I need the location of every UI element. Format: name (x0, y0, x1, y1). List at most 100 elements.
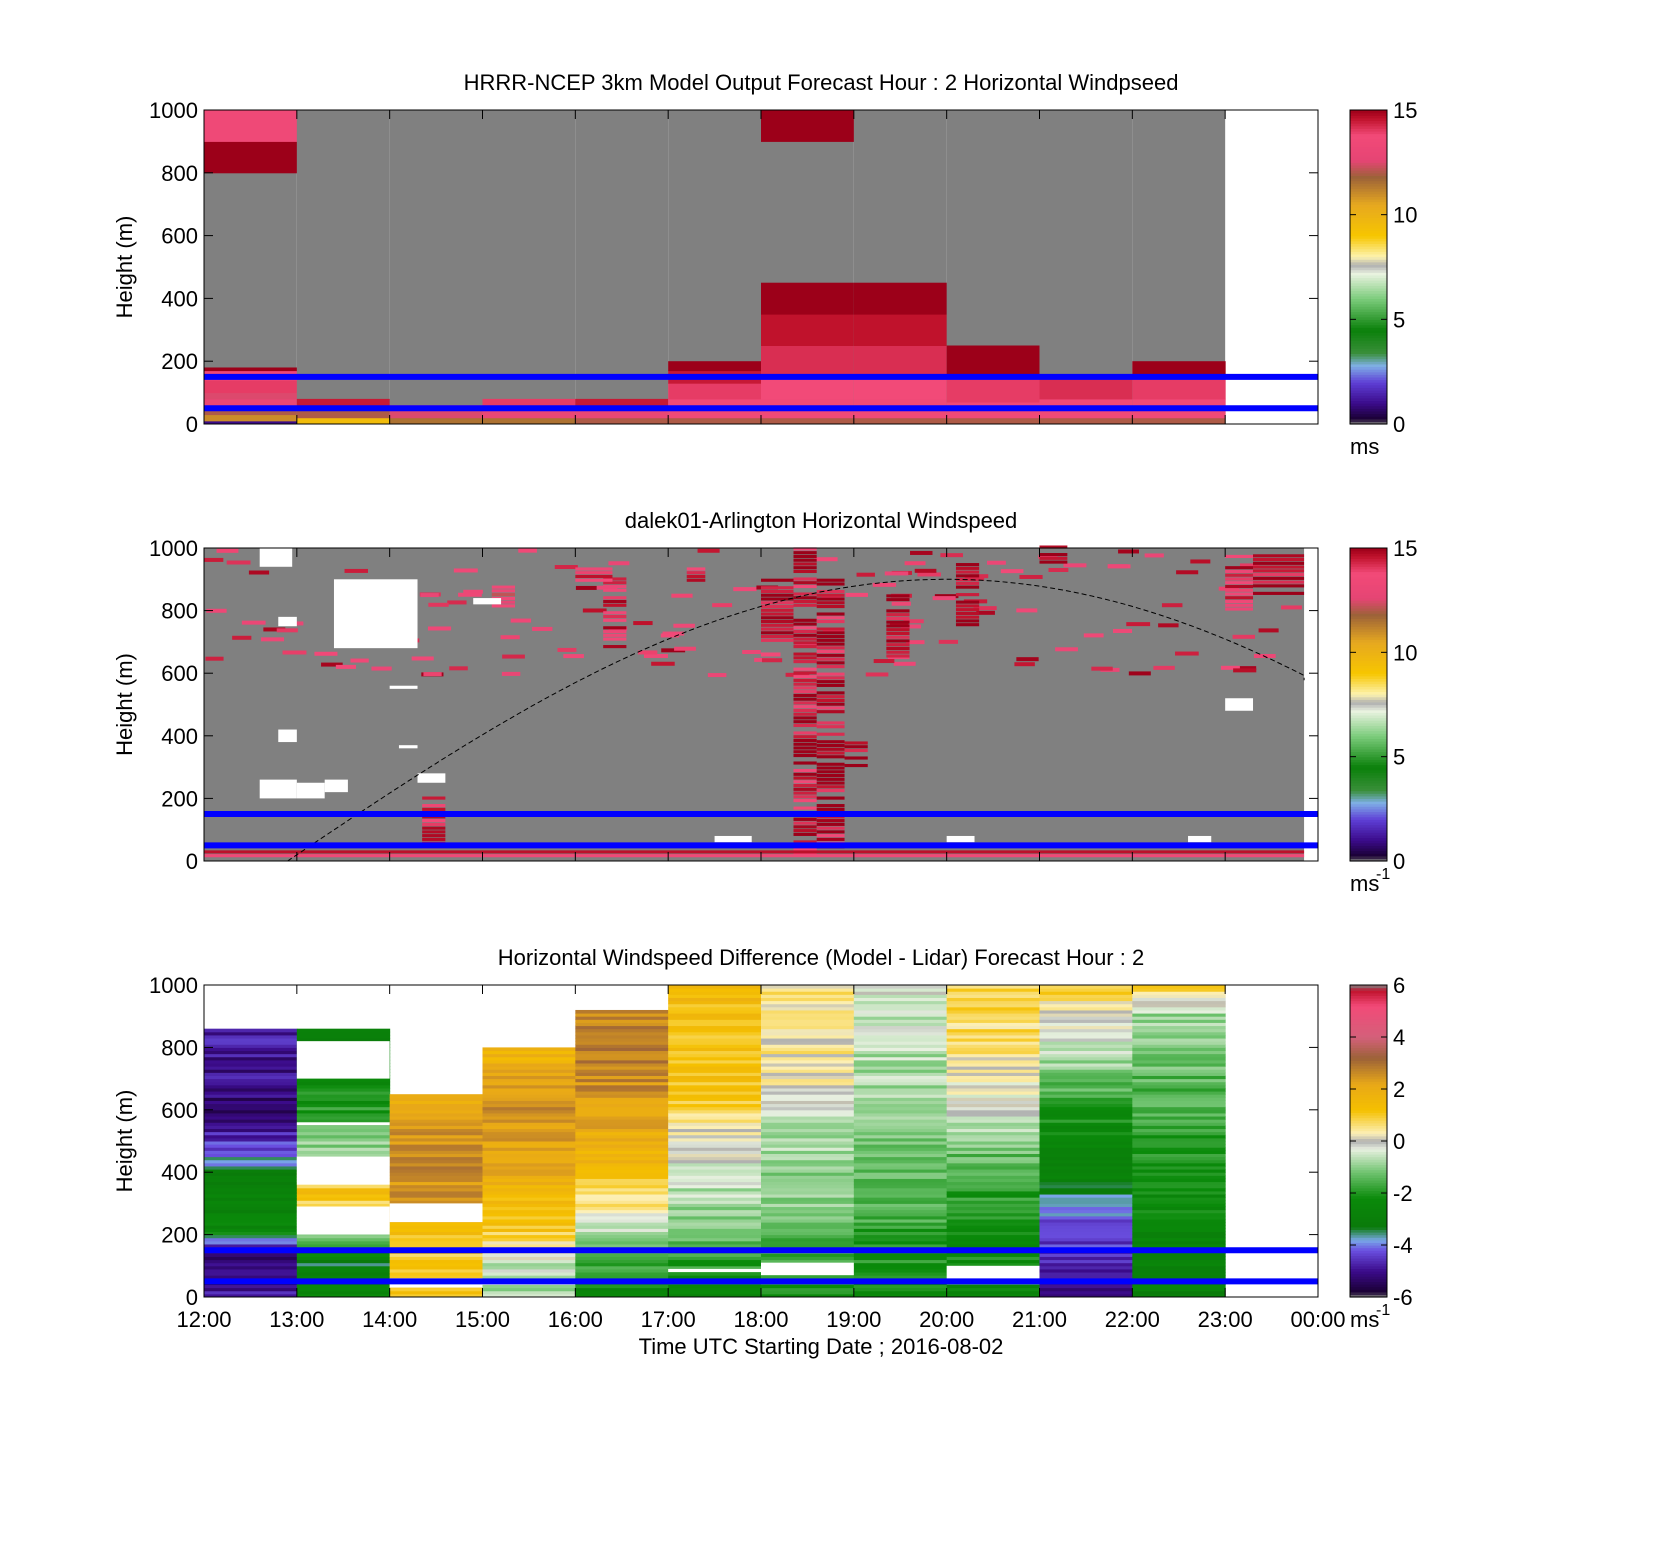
data-cell (422, 830, 446, 834)
data-cell (204, 1228, 298, 1232)
data-cell (976, 610, 995, 615)
data-cell (482, 408, 576, 419)
colorbar-swatch (1350, 1089, 1387, 1093)
data-cell (668, 1169, 762, 1173)
data-cell (761, 1094, 855, 1098)
data-cell (575, 1272, 669, 1276)
data-cell (1039, 1094, 1133, 1098)
data-cell (575, 1050, 669, 1055)
data-cell (575, 1169, 669, 1173)
data-cell (482, 1116, 576, 1120)
data-cell (853, 1253, 948, 1257)
x-axis-label: Time UTC Starting Date ; 2016-08-02 (639, 1334, 1004, 1359)
data-cell (793, 652, 817, 656)
data-cell (204, 1169, 298, 1173)
data-cell (204, 1125, 298, 1130)
data-cell (668, 1016, 762, 1020)
data-cell (204, 367, 298, 372)
data-cell (482, 1069, 576, 1073)
data-cell (482, 1112, 576, 1117)
data-cell (296, 1265, 391, 1270)
data-cell (761, 586, 794, 590)
data-cell (946, 1153, 1040, 1158)
data-cell (482, 1100, 576, 1105)
colorbar-swatch (1350, 1104, 1387, 1108)
gap-cell (296, 782, 325, 799)
data-cell (1132, 1206, 1226, 1211)
data-cell (793, 547, 817, 551)
data-cell (816, 770, 845, 774)
data-cell (761, 1287, 855, 1292)
y-tick-label: 200 (161, 349, 198, 374)
data-cell (946, 1290, 1040, 1295)
data-cell (816, 638, 845, 642)
data-cell (1128, 671, 1151, 676)
data-cell (946, 1081, 1040, 1086)
colorbar-swatch (1350, 136, 1387, 140)
data-cell (1132, 1016, 1226, 1020)
data-cell (946, 1237, 1040, 1242)
colorbar-swatch (1350, 178, 1387, 182)
data-cell (422, 822, 446, 826)
data-cell (816, 635, 845, 639)
data-cell (204, 1293, 298, 1298)
data-cell (793, 712, 817, 716)
data-cell (668, 1028, 762, 1033)
data-cell (697, 548, 720, 553)
colorbar-tick-label: 4 (1393, 1025, 1405, 1050)
data-cell (482, 1084, 576, 1089)
data-cell (643, 653, 668, 658)
data-cell (946, 1094, 1040, 1098)
data-cell (761, 1000, 855, 1005)
colorbar-tick-label: 5 (1393, 745, 1405, 770)
data-cell (668, 1203, 762, 1208)
colorbar-swatch (1350, 1250, 1387, 1254)
colorbar-swatch (1350, 1177, 1387, 1181)
data-cell (761, 1072, 855, 1076)
data-cell (1132, 1031, 1226, 1036)
data-cell (946, 1078, 1040, 1083)
data-cell (761, 1119, 855, 1123)
data-cell (761, 1234, 855, 1239)
data-cell (905, 640, 925, 645)
data-cell (575, 1084, 669, 1089)
colorbar-swatch (1350, 1024, 1387, 1028)
data-cell (575, 1253, 669, 1257)
colorbar-swatch (1350, 801, 1387, 805)
data-cell (761, 1159, 855, 1164)
data-cell (575, 1262, 669, 1267)
data-cell (853, 1159, 948, 1164)
data-cell (1253, 580, 1305, 584)
gap-cell (389, 1203, 483, 1223)
colorbar-swatch (1350, 1026, 1387, 1030)
data-cell (742, 649, 761, 654)
colorbar-swatch (1350, 688, 1387, 693)
colorbar-swatch (1350, 303, 1387, 307)
data-cell (761, 1259, 855, 1264)
colorbar-tick-label: 15 (1393, 98, 1417, 123)
data-cell (761, 1069, 855, 1073)
colorbar-unit: ms (1350, 1307, 1379, 1332)
data-cell (1225, 607, 1254, 611)
colorbar-swatch (1350, 418, 1387, 422)
colorbar-tick-label: 10 (1393, 203, 1417, 228)
data-cell (1039, 1162, 1133, 1167)
data-cell (668, 988, 762, 992)
data-cell (1039, 1053, 1133, 1058)
data-cell (389, 1272, 483, 1276)
data-cell (482, 1125, 576, 1130)
data-cell (853, 1153, 948, 1158)
colorbar-swatch (1350, 212, 1387, 216)
data-cell (296, 1290, 391, 1295)
colorbar-swatch (1350, 1221, 1387, 1225)
data-cell (296, 1125, 391, 1130)
data-cell (204, 420, 298, 425)
data-cell (204, 1075, 298, 1080)
data-cell (296, 1038, 391, 1042)
data-cell (660, 633, 680, 638)
data-cell (816, 796, 845, 800)
data-cell (761, 1087, 855, 1092)
data-cell (389, 1290, 483, 1295)
data-cell (761, 1231, 855, 1236)
